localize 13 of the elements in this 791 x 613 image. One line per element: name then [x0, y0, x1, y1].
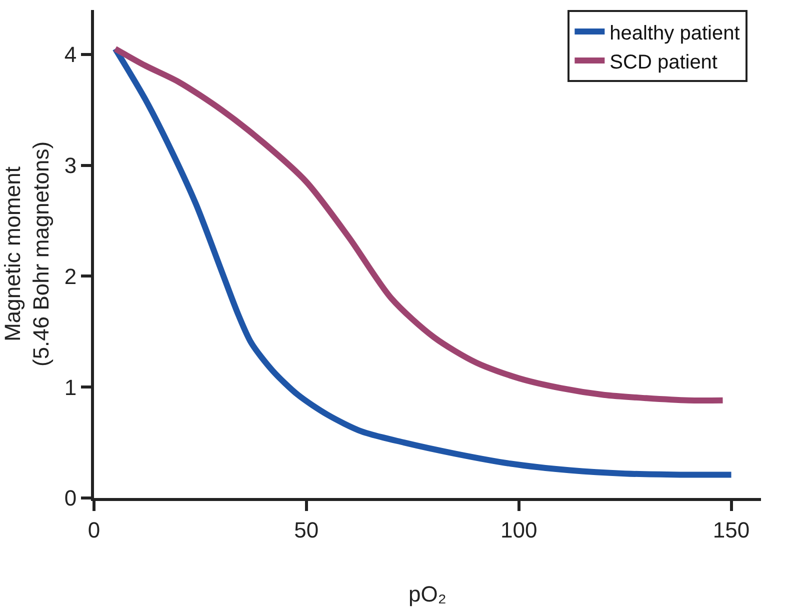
y-axis-title: Magnetic moment (5.46 Bohr magnetons) — [0, 141, 54, 367]
x-tick-label: 150 — [712, 517, 750, 542]
y-tick-label: 3 — [64, 152, 77, 178]
y-tick-label: 1 — [64, 374, 77, 400]
legend-label: healthy patient — [610, 22, 740, 44]
y-tick-label: 2 — [64, 264, 77, 289]
x-tick-label: 100 — [500, 517, 538, 542]
legend-label: SCD patient — [610, 51, 718, 74]
y-tick-label: 0 — [64, 486, 77, 511]
x-tick-label: 0 — [88, 517, 100, 542]
y-tick-label: 4 — [64, 42, 77, 68]
x-tick-label: 50 — [294, 517, 319, 542]
x-axis-title: pO₂ — [408, 581, 446, 606]
